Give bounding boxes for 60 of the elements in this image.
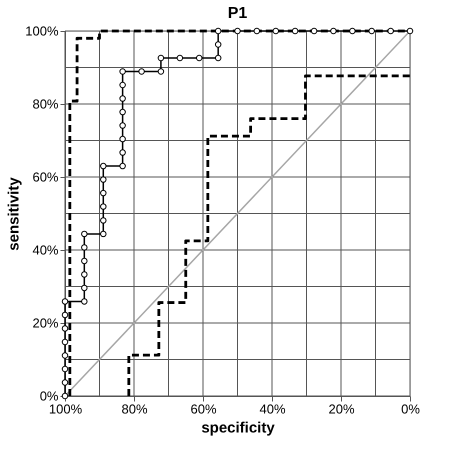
point [330, 28, 337, 34]
y-tick-label: 80% [32, 96, 59, 112]
point [368, 28, 375, 34]
point [62, 366, 68, 372]
x-tick-label: 40% [259, 402, 286, 416]
point [310, 28, 318, 34]
point [158, 54, 164, 62]
point [272, 28, 280, 34]
point [81, 298, 88, 305]
point [119, 68, 126, 75]
y-tick-label: 40% [32, 242, 59, 258]
x-tick-label: 80% [121, 402, 148, 416]
point [81, 244, 88, 251]
point [62, 312, 68, 318]
point [119, 82, 126, 88]
point [119, 122, 126, 129]
x-tick-label: 100% [48, 402, 83, 416]
point [100, 217, 107, 224]
point [254, 28, 260, 34]
point [81, 271, 88, 278]
y-axis-title: sensitivity [5, 176, 22, 251]
x-tick-label: 60% [190, 402, 217, 416]
point [62, 379, 68, 386]
point [234, 28, 241, 34]
point [100, 203, 107, 210]
point [119, 162, 126, 170]
line-series [127, 74, 412, 398]
point [119, 108, 126, 116]
point [158, 68, 164, 75]
y-tick-label: 20% [32, 316, 59, 330]
point [176, 54, 184, 62]
point [387, 28, 394, 34]
point [196, 54, 202, 62]
x-tick-label: 20% [328, 402, 355, 416]
y-tick-label: 0% [40, 388, 59, 404]
x-axis-title: specificity [201, 420, 276, 436]
point [100, 176, 107, 183]
point [119, 136, 126, 142]
point [81, 284, 88, 292]
point [100, 190, 107, 196]
point [349, 28, 356, 34]
point [406, 28, 414, 34]
point [62, 338, 68, 346]
x-tick-label: 0% [401, 402, 420, 416]
point [119, 149, 126, 156]
point [119, 95, 126, 102]
point [100, 162, 107, 170]
point [138, 68, 145, 75]
point [62, 298, 68, 305]
point [214, 54, 222, 62]
y-tick-label: 100% [25, 24, 59, 38]
point [62, 352, 68, 359]
y-tick-label: 60% [32, 170, 59, 184]
chart-title: P1 [228, 5, 248, 22]
point [81, 230, 88, 238]
point [214, 41, 222, 48]
point [100, 230, 107, 238]
point [292, 28, 298, 34]
point [214, 28, 222, 34]
point [81, 258, 88, 264]
